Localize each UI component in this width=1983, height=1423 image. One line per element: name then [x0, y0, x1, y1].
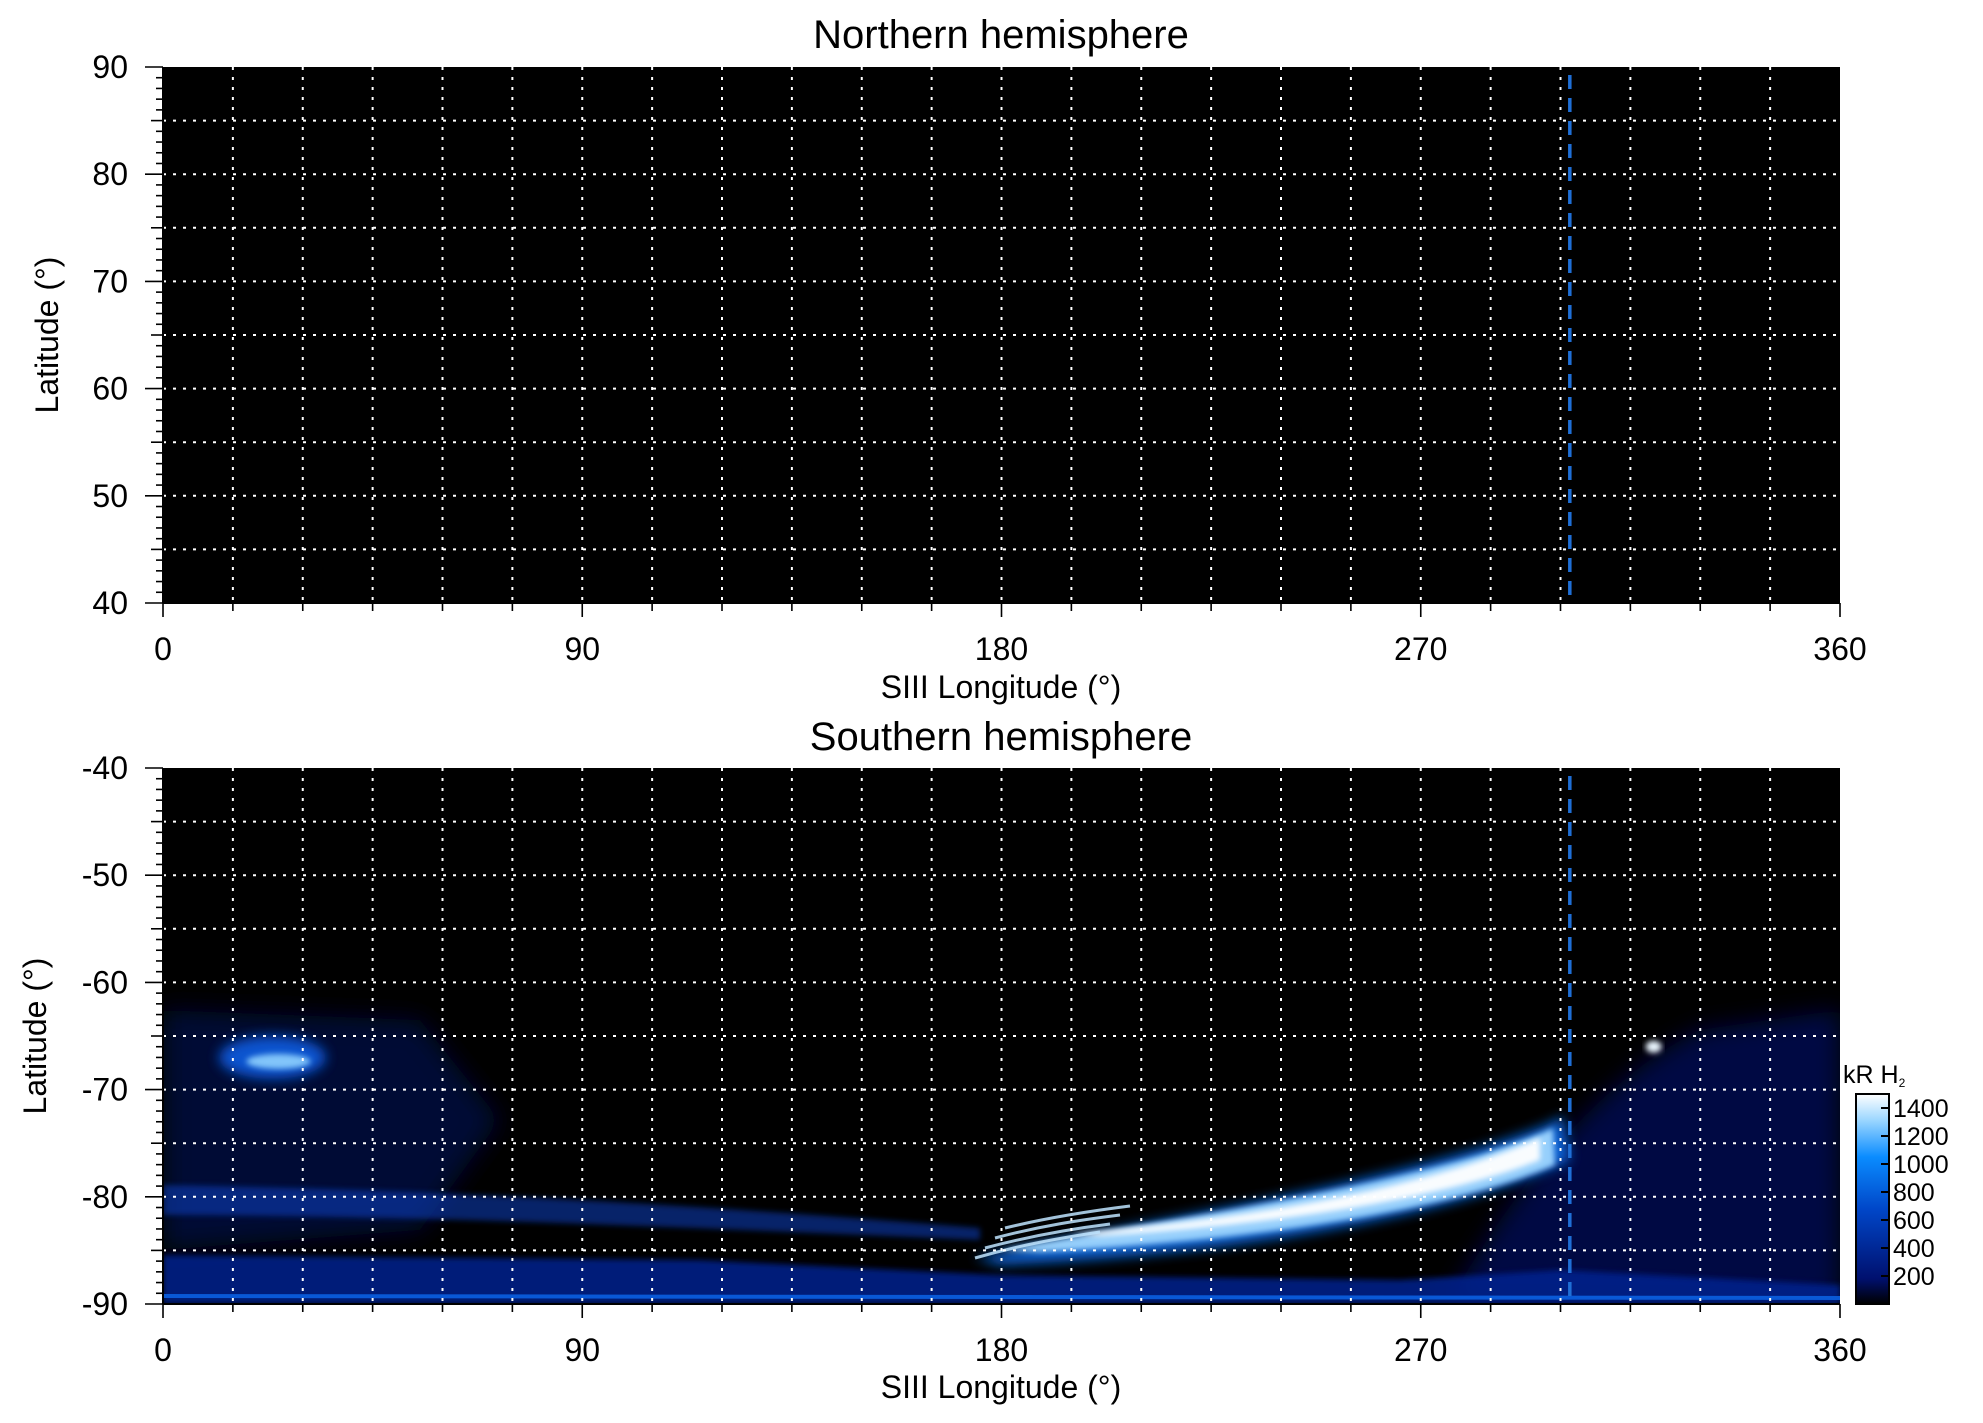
south-y-tick-label: -90: [82, 1286, 128, 1322]
colorbar: kR H2 1400 1200 1000 800 600 400 200: [1843, 1061, 1949, 1305]
colorbar-gradient: [1855, 1093, 1890, 1305]
north-x-tick-label: 360: [1813, 631, 1866, 667]
arc-stripe: [1004, 1204, 1131, 1230]
colorbar-tick-label: 1000: [1893, 1151, 1949, 1179]
north-x-tick-label: 180: [975, 631, 1028, 667]
north-y-tick-label: 40: [92, 585, 128, 621]
north-plot-area: [163, 67, 1840, 603]
colorbar-label-text: kR H: [1843, 1061, 1899, 1089]
south-emission: [163, 1010, 1840, 1304]
north-y-tick-label: 60: [92, 371, 128, 407]
colorbar-tick-labels: 1400 1200 1000 800 600 400 200: [1893, 1095, 1949, 1291]
south-x-tick-label: 90: [564, 1332, 600, 1368]
north-y-tick-labels: 90 80 70 60 50 40: [92, 49, 128, 621]
north-x-tick-label: 270: [1394, 631, 1447, 667]
north-y-tick-label: 80: [92, 156, 128, 192]
colorbar-tick-label: 800: [1893, 1179, 1935, 1207]
south-y-tick-label: -60: [82, 964, 128, 1000]
north-y-axis-label: Latitude (°): [29, 257, 65, 414]
colorbar-tick-label: 1200: [1893, 1123, 1949, 1151]
south-y-tick-label: -80: [82, 1179, 128, 1215]
colorbar-tick-label: 400: [1893, 1235, 1935, 1263]
arc-stripe: [994, 1213, 1121, 1240]
north-x-tick-labels: 0 90 180 270 360: [154, 631, 1867, 667]
spot-low-longitude-core: [246, 1053, 311, 1069]
arc-stripes: [974, 1204, 1131, 1260]
south-y-tick-label: -40: [82, 750, 128, 786]
south-title: Southern hemisphere: [810, 715, 1192, 759]
south-x-tick-label: 360: [1813, 1332, 1866, 1368]
north-y-tick-label: 70: [92, 263, 128, 299]
diffuse-glow-right: [1450, 1010, 1840, 1304]
north-x-tick-label: 0: [154, 631, 172, 667]
south-x-tick-label: 0: [154, 1332, 172, 1368]
south-y-tick-label: -50: [82, 857, 128, 893]
colorbar-tick-label: 1400: [1893, 1095, 1949, 1123]
south-y-tick-labels: -40 -50 -60 -70 -80 -90: [82, 750, 128, 1322]
main-oval-arc: [1000, 1128, 1555, 1252]
colorbar-ticks: [1881, 1107, 1889, 1277]
south-y-axis-label: Latitude (°): [17, 958, 53, 1115]
south-x-axis-label: SIII Longitude (°): [881, 1369, 1121, 1405]
north-title: Northern hemisphere: [813, 13, 1189, 57]
arc-stripe: [974, 1230, 1101, 1260]
colorbar-tick-label: 600: [1893, 1207, 1935, 1235]
north-y-tick-label: 50: [92, 478, 128, 514]
spot-high-longitude: [1645, 1040, 1662, 1053]
arc-stripe: [984, 1222, 1111, 1250]
wedge-80: [163, 1185, 980, 1240]
north-y-tick-label: 90: [92, 49, 128, 85]
north-x-tick-label: 90: [564, 631, 600, 667]
colorbar-label: kR H2: [1843, 1061, 1906, 1090]
north-panel: Northern hemisphere 0 90 180 270 360 90 …: [29, 13, 1867, 705]
main-oval-arc-core: [1070, 1138, 1540, 1236]
south-x-tick-label: 270: [1394, 1332, 1447, 1368]
colorbar-tick-label: 200: [1893, 1263, 1935, 1291]
north-x-axis-label: SIII Longitude (°): [881, 669, 1121, 705]
north-axes: [145, 66, 1841, 617]
colorbar-label-subscript: 2: [1899, 1076, 1906, 1090]
south-x-tick-labels: 0 90 180 270 360: [154, 1332, 1867, 1368]
south-y-tick-label: -70: [82, 1072, 128, 1108]
south-axes: [145, 767, 1841, 1318]
south-panel: Southern hemisphere: [17, 715, 1949, 1405]
south-x-tick-label: 180: [975, 1332, 1028, 1368]
polar-band-edge: [163, 1294, 1840, 1300]
